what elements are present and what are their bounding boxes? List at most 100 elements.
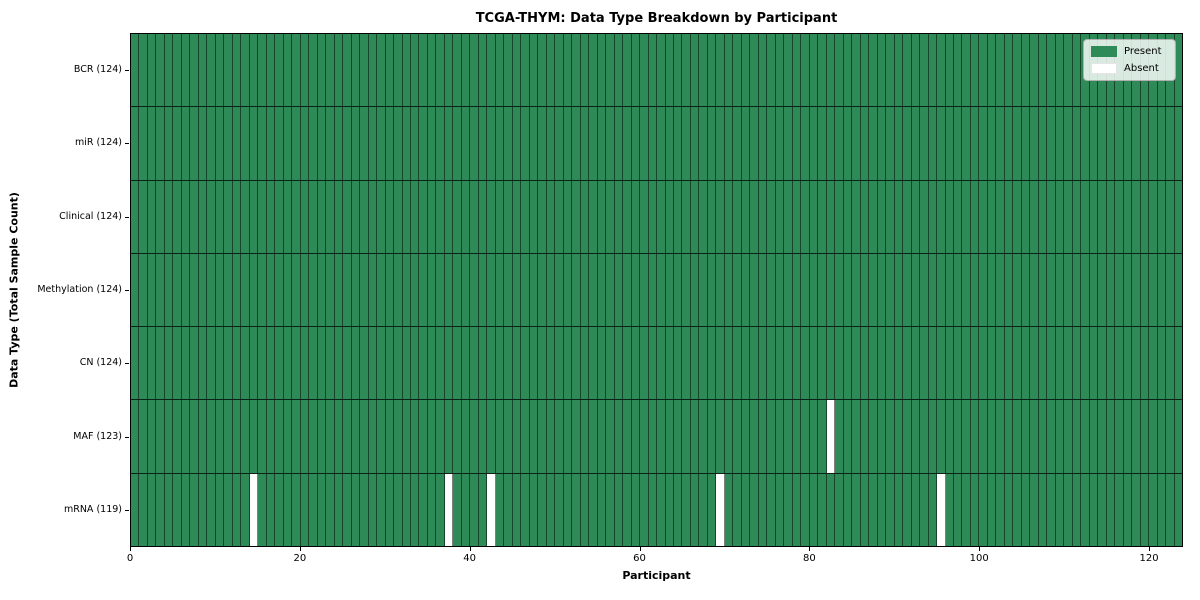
x-tick-label: 80 (802, 553, 816, 564)
cell-present (139, 107, 148, 180)
cell-present (895, 253, 904, 327)
cell-present (275, 400, 284, 473)
cell-present (589, 473, 598, 546)
cell-present (1098, 400, 1107, 473)
cell-present (1149, 400, 1158, 473)
cell-present (733, 180, 742, 253)
cell-present (309, 473, 318, 546)
cell-present (1022, 253, 1031, 327)
cell-present (233, 400, 242, 473)
cell-present (1124, 180, 1133, 253)
cell-present (555, 400, 564, 473)
cell-present (912, 327, 921, 400)
cell-present (199, 400, 208, 473)
cell-present (547, 473, 556, 546)
cell-present (844, 107, 853, 180)
cell-present (1175, 181, 1182, 253)
cell-present (1141, 107, 1150, 180)
cell-absent (249, 473, 259, 546)
cell-present (496, 400, 505, 473)
cell-present (250, 180, 259, 253)
cell-present (632, 253, 641, 327)
cell-present (360, 400, 369, 473)
cell-present (682, 180, 691, 253)
cell-present (292, 180, 301, 253)
cell-present (1175, 474, 1182, 546)
cell-present (1149, 253, 1158, 327)
cell-present (742, 400, 751, 473)
cell-present (852, 34, 861, 107)
cell-present (436, 107, 445, 180)
cell-present (640, 107, 649, 180)
cell-present (453, 34, 462, 107)
x-tick-mark (299, 547, 301, 551)
cell-present (360, 327, 369, 400)
cell-present (844, 327, 853, 400)
cell-present (241, 107, 250, 180)
cell-present (767, 253, 776, 327)
cell-present (581, 473, 590, 546)
cell-present (750, 253, 759, 327)
cell-present (835, 180, 844, 253)
cell-present (852, 327, 861, 400)
cell-present (615, 253, 624, 327)
cell-present (708, 253, 717, 327)
cell-present (996, 253, 1005, 327)
cell-present (428, 327, 437, 400)
cell-present (996, 180, 1005, 253)
x-tick-label: 120 (1139, 553, 1159, 564)
cell-present (513, 327, 522, 400)
cell-present (1124, 400, 1133, 473)
cell-present (844, 253, 853, 327)
cell-present (1081, 327, 1090, 400)
cell-present (615, 34, 624, 107)
cell-present (649, 253, 658, 327)
cell-present (530, 180, 539, 253)
cell-present (165, 473, 174, 546)
cell-present (258, 327, 267, 400)
cell-present (606, 34, 615, 107)
cell-present (682, 34, 691, 107)
cell-present (615, 400, 624, 473)
cell-present (810, 34, 819, 107)
cell-present (759, 253, 768, 327)
cell-present (1175, 107, 1182, 179)
cell-present (912, 180, 921, 253)
cell-present (657, 180, 666, 253)
cell-present (818, 473, 827, 546)
cell-present (572, 400, 581, 473)
cell-present (1039, 327, 1048, 400)
cell-present (869, 34, 878, 107)
cell-present (284, 327, 293, 400)
cell-present (403, 327, 411, 400)
cell-present (1073, 473, 1082, 546)
cell-present (852, 253, 861, 327)
cell-present (284, 107, 293, 180)
cell-present (861, 253, 870, 327)
cell-present (1149, 327, 1158, 400)
cell-present (216, 253, 225, 327)
cell-present (1022, 473, 1031, 546)
cell-present (784, 327, 793, 400)
cell-present (623, 253, 632, 327)
cell-present (487, 253, 496, 327)
cell-present (318, 253, 327, 327)
cell-present (895, 473, 904, 546)
cell-present (1166, 107, 1175, 180)
x-tick-label: 0 (126, 553, 134, 564)
cell-present (581, 180, 590, 253)
cell-present (309, 400, 318, 473)
cell-present (784, 180, 793, 253)
cell-present (386, 400, 395, 473)
cell-present (436, 473, 445, 546)
cell-present (903, 180, 912, 253)
cell-present (309, 253, 318, 327)
cell-present (445, 253, 454, 327)
cell-present (318, 327, 327, 400)
cell-present (1132, 180, 1141, 253)
cell-present (521, 473, 530, 546)
cell-present (946, 473, 954, 546)
cell-present (776, 34, 785, 107)
cell-present (1166, 327, 1175, 400)
cell-present (513, 34, 522, 107)
